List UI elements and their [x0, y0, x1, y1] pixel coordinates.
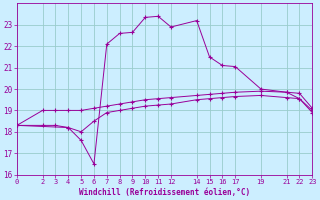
X-axis label: Windchill (Refroidissement éolien,°C): Windchill (Refroidissement éolien,°C) [79, 188, 250, 197]
